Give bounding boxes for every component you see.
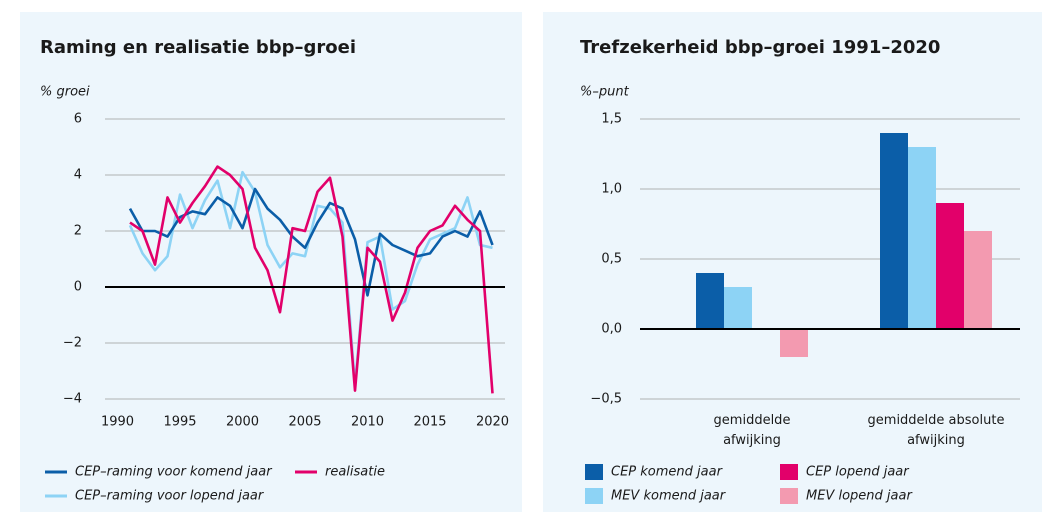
panel bbox=[20, 12, 522, 512]
x-tick-label: gemiddelde absolute afwijking bbox=[867, 413, 1005, 448]
bar bbox=[964, 231, 992, 329]
y-tick-label: 6 bbox=[74, 112, 82, 127]
y-tick-label: 0,5 bbox=[601, 252, 622, 267]
chart-title: Trefzekerheid bbp–groei 1991–2020 bbox=[580, 37, 940, 58]
bar bbox=[696, 273, 724, 329]
x-tick-label: 2015 bbox=[413, 415, 446, 430]
legend-label: realisatie bbox=[325, 465, 385, 480]
line bbox=[128, 187, 494, 297]
line bbox=[129, 165, 494, 394]
legend-swatch bbox=[585, 488, 603, 504]
x-tick-label: 1995 bbox=[163, 415, 196, 430]
y-tick-label: 1,5 bbox=[601, 112, 622, 127]
y-tick-label: 0 bbox=[74, 280, 82, 295]
y-tick-label: 1,0 bbox=[601, 182, 622, 197]
bar bbox=[780, 329, 808, 357]
x-tick-label: 2010 bbox=[351, 415, 384, 430]
y-axis-label: %–punt bbox=[580, 85, 630, 100]
line bbox=[128, 170, 493, 387]
y-tick-label: −4 bbox=[63, 392, 82, 407]
legend-swatch bbox=[780, 488, 798, 504]
bar bbox=[908, 147, 936, 329]
legend-swatch bbox=[585, 464, 603, 480]
y-tick-label: 2 bbox=[74, 224, 82, 239]
bar bbox=[880, 133, 908, 329]
bar bbox=[936, 203, 964, 329]
x-tick-label: gemiddelde afwijking bbox=[713, 413, 791, 448]
chart-title: Raming en realisatie bbp–groei bbox=[40, 37, 356, 58]
legend-label: CEP lopend jaar bbox=[806, 465, 910, 480]
x-tick-label: 2000 bbox=[226, 415, 259, 430]
y-tick-label: 4 bbox=[74, 168, 82, 183]
y-tick-label: −0,5 bbox=[590, 392, 622, 407]
legend-label: CEP–raming voor lopend jaar bbox=[75, 489, 265, 504]
legend-swatch bbox=[780, 464, 798, 480]
legend-label: MEV komend jaar bbox=[611, 489, 727, 504]
x-tick-label: 2005 bbox=[288, 415, 321, 430]
y-tick-label: 0,0 bbox=[601, 322, 622, 337]
legend-label: CEP–raming voor komend jaar bbox=[75, 465, 273, 480]
x-tick-label: 2020 bbox=[476, 415, 509, 430]
y-axis-label: % groei bbox=[40, 85, 90, 100]
legend-label: MEV lopend jaar bbox=[806, 489, 913, 504]
legend-label: CEP komend jaar bbox=[611, 465, 724, 480]
bar bbox=[724, 287, 752, 329]
x-tick-label: 1990 bbox=[101, 415, 134, 430]
y-tick-label: −2 bbox=[63, 336, 82, 351]
